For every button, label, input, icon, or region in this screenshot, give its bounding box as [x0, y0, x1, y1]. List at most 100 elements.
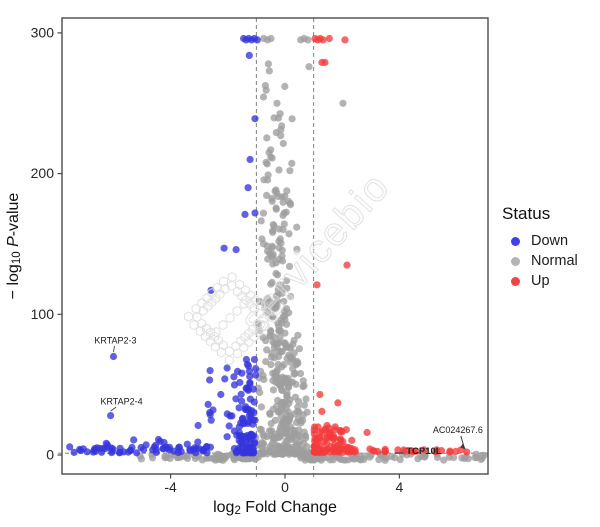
data-point: [250, 409, 258, 417]
data-point: [230, 427, 238, 435]
data-point: [273, 189, 281, 197]
data-point: [230, 445, 238, 453]
honeycomb-hex-icon: [214, 335, 223, 346]
honeycomb-hex-icon: [224, 355, 234, 366]
honeycomb-hex-icon: [231, 340, 241, 352]
data-point: [263, 346, 271, 354]
data-point: [284, 197, 293, 205]
data-point: [276, 382, 284, 390]
watermark: servicebio: [184, 164, 399, 366]
data-point: [256, 388, 264, 397]
data-point: [152, 441, 160, 449]
data-point: [295, 426, 303, 434]
honeycomb-hex-icon: [236, 336, 246, 347]
data-point: [130, 436, 138, 444]
annotation-arrow-head: [460, 443, 466, 450]
data-point: [163, 453, 171, 461]
legend-label-down: Down: [531, 233, 569, 249]
data-point: [329, 434, 338, 442]
data-point: [279, 139, 287, 148]
data-point: [263, 134, 271, 142]
data-point: [290, 336, 298, 344]
data-point: [249, 385, 257, 393]
data-point: [281, 192, 289, 200]
x-tick-neg4: -4: [164, 479, 177, 495]
data-point: [241, 210, 249, 218]
data-point: [283, 277, 291, 285]
data-point: [108, 447, 116, 455]
series-d: [66, 34, 261, 457]
data-point: [194, 421, 202, 430]
data-point: [314, 434, 322, 442]
data-point: [275, 327, 283, 335]
data-point: [246, 372, 254, 381]
series-n: [136, 34, 488, 464]
data-point: [281, 329, 289, 337]
data-point: [294, 403, 302, 411]
data-point: [286, 167, 294, 175]
data-point: [325, 34, 333, 43]
data-point: [318, 58, 326, 67]
data-point: [160, 438, 168, 447]
data-point: [366, 445, 374, 453]
data-point: [262, 86, 270, 94]
data-point: [273, 292, 282, 300]
data-point: [264, 60, 272, 68]
data-point: [319, 428, 327, 436]
data-point: [265, 148, 273, 157]
data-point: [463, 448, 471, 456]
data-point: [268, 154, 276, 162]
data-point: [288, 159, 296, 167]
data-point: [272, 259, 280, 267]
data-point: [237, 390, 245, 398]
up-dot-icon: [511, 276, 520, 286]
data-point: [295, 397, 303, 405]
data-point: [252, 365, 260, 373]
data-point: [297, 454, 305, 462]
data-point: [288, 449, 296, 457]
honeycomb-hex-icon: [202, 323, 211, 334]
data-point: [351, 446, 359, 454]
x-tick-0: 0: [281, 479, 289, 495]
y-axis-ticks: [57, 32, 62, 456]
data-point: [267, 361, 275, 369]
data-point: [277, 432, 285, 440]
data-point: [83, 448, 91, 456]
legend-label-normal: Normal: [531, 253, 578, 269]
data-point: [299, 377, 307, 385]
data-point: [304, 36, 312, 44]
data-point: [293, 359, 301, 367]
gene-annotation-label: KRTAP2-4: [101, 397, 143, 407]
y-tick-0: 0: [46, 447, 54, 463]
data-point: [288, 115, 296, 123]
data-point: [278, 418, 286, 426]
data-point: [287, 423, 295, 431]
data-point: [302, 434, 310, 442]
data-point: [299, 383, 307, 391]
honeycomb-hex-icon: [211, 341, 220, 352]
data-point: [263, 191, 271, 199]
data-point: [272, 299, 280, 307]
data-point: [275, 225, 283, 233]
data-point: [245, 367, 253, 375]
data-point: [133, 449, 141, 457]
data-point: [149, 454, 157, 462]
data-point: [337, 438, 345, 446]
data-point: [360, 455, 368, 463]
data-point: [334, 399, 342, 407]
data-point: [279, 211, 287, 220]
data-point: [303, 443, 311, 451]
data-point: [440, 456, 448, 464]
data-point: [400, 446, 408, 454]
data-point: [302, 395, 310, 403]
data-point: [217, 390, 225, 399]
data-point: [267, 353, 276, 361]
data-point: [283, 393, 291, 401]
data-point: [275, 244, 283, 252]
honeycomb-hex-icon: [218, 319, 228, 331]
data-point: [272, 269, 280, 278]
data-point: [417, 452, 425, 460]
data-point: [282, 305, 291, 313]
